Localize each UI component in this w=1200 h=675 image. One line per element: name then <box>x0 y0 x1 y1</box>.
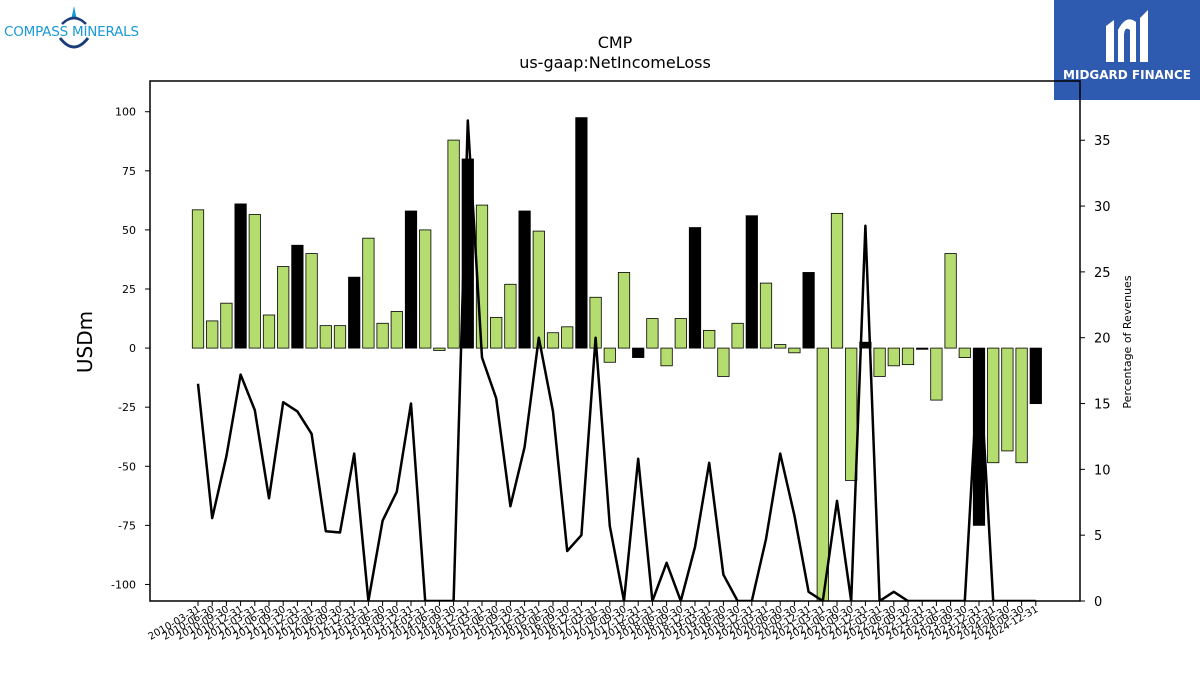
plot-marks <box>191 117 1042 601</box>
y-tick-label: -50 <box>118 460 136 473</box>
bar <box>731 322 744 349</box>
y2-tick-label: 30 <box>1094 200 1111 215</box>
y2-tick-label: 35 <box>1094 134 1111 149</box>
chart-subtitle: us-gaap:NetIncomeLoss <box>519 53 711 72</box>
y-tick-label: -25 <box>118 401 136 414</box>
bar <box>447 139 460 349</box>
y-tick-label: 50 <box>122 224 136 237</box>
bar <box>277 266 290 349</box>
bar <box>433 347 446 351</box>
y-tick-label: 0 <box>129 342 136 355</box>
bar <box>234 203 247 349</box>
bar <box>617 272 631 349</box>
y-tick-label: 75 <box>122 165 136 178</box>
y2-axis-label: Percentage of Revenues <box>1121 275 1134 408</box>
y2-tick-label: 20 <box>1094 332 1111 347</box>
bar <box>987 347 1000 464</box>
midgard-finance-wordmark: MIDGARD FINANCE <box>1063 68 1191 82</box>
bar <box>788 347 801 354</box>
bar <box>759 282 773 349</box>
bar <box>248 214 261 349</box>
bar <box>703 329 716 349</box>
bar <box>518 210 531 349</box>
plot-frame <box>149 80 1081 602</box>
bar <box>845 347 858 481</box>
bar <box>717 347 730 377</box>
bar <box>419 229 432 349</box>
bar <box>1029 347 1042 405</box>
y-axis-label: USDm <box>73 311 97 373</box>
bar <box>873 347 886 377</box>
bar <box>191 209 205 349</box>
midgard-m-icon <box>1106 10 1148 62</box>
bar <box>674 318 687 349</box>
bar <box>660 347 673 367</box>
bar <box>958 347 971 358</box>
bar <box>490 316 503 349</box>
bar <box>532 230 545 349</box>
y-tick-label: -75 <box>118 519 136 532</box>
percentage-line <box>196 119 1036 601</box>
bar <box>333 325 347 349</box>
bar <box>305 253 318 349</box>
y2-tick-label: 10 <box>1094 463 1111 478</box>
bar <box>688 227 702 349</box>
bar <box>774 344 787 349</box>
compass-minerals-wordmark: COMPASS MINERALS <box>4 24 139 40</box>
bar <box>206 320 219 349</box>
y2-tick-label: 5 <box>1094 529 1102 544</box>
bar <box>1015 347 1028 464</box>
bar <box>561 326 574 349</box>
bar <box>362 237 375 349</box>
bar <box>220 302 233 349</box>
bar <box>901 347 915 366</box>
chart-title: CMP <box>598 33 633 52</box>
bar <box>404 210 418 349</box>
bar <box>930 347 943 401</box>
bar <box>504 283 517 349</box>
bar <box>291 244 304 349</box>
bar <box>262 314 276 349</box>
bar <box>603 347 616 363</box>
bar <box>816 347 829 601</box>
bar <box>376 322 389 349</box>
y2-tick-label: 0 <box>1094 595 1102 610</box>
bar <box>348 276 361 349</box>
y-tick-label: 100 <box>115 106 136 119</box>
bar <box>830 212 844 349</box>
bar <box>745 215 758 349</box>
bar <box>319 325 332 349</box>
bar <box>575 117 588 349</box>
compass-minerals-logo: COMPASS MINERALS <box>4 4 154 54</box>
y-tick-label: -100 <box>111 578 136 591</box>
bar <box>916 347 929 350</box>
compass-star-icon <box>58 6 90 49</box>
bar <box>802 272 815 349</box>
bar <box>632 347 645 358</box>
midgard-finance-logo: MIDGARD FINANCE <box>1054 0 1200 100</box>
bar <box>1001 347 1014 452</box>
y2-tick-label: 15 <box>1094 398 1111 413</box>
bar <box>887 347 900 367</box>
bar <box>546 332 560 349</box>
y2-tick-label: 25 <box>1094 266 1111 281</box>
bar <box>390 311 403 349</box>
y-tick-label: 25 <box>122 283 136 296</box>
bar <box>646 318 659 349</box>
plot-area: -100-75-50-25025507510005101520253035201… <box>111 80 1111 643</box>
bar <box>944 253 957 349</box>
